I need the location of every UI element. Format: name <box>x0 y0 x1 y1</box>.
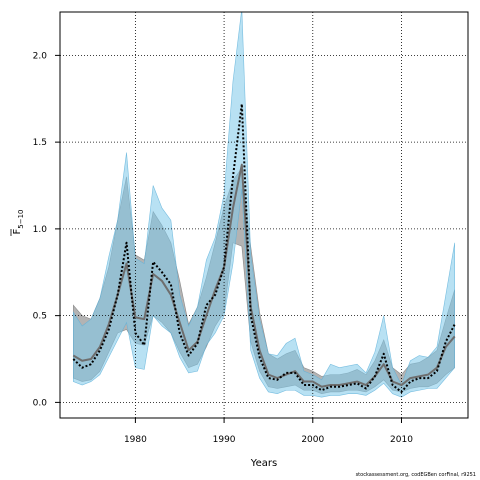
y-tick-label: 1.0 <box>33 225 48 235</box>
plot-frame <box>59 11 469 419</box>
uncertainty-bands <box>73 12 455 398</box>
y-axis-label: F5−10 <box>10 210 25 236</box>
x-tick-label: 2000 <box>301 435 324 445</box>
y-tick-label: 1.5 <box>33 138 47 148</box>
dotted-series-line <box>72 102 456 393</box>
x-tick-label: 2010 <box>390 435 413 445</box>
blue-uncertainty-band <box>73 12 455 398</box>
x-tick-label: 1990 <box>213 435 236 445</box>
y-axis-label-main: F <box>12 229 23 235</box>
y-axis-label-subscript: 5−10 <box>17 210 25 229</box>
credit-text: stockassessment.org, codEGBen corFinal, … <box>355 472 476 478</box>
y-tick-label: 2.0 <box>33 51 48 61</box>
x-axis-label: Years <box>250 458 277 469</box>
axes: 1980 1990 2000 2010 0.0 0.5 1.0 1.5 2.0 <box>33 51 414 445</box>
y-tick-label: 0.5 <box>33 312 47 322</box>
y-tick-label: 0.0 <box>33 398 48 408</box>
series-lines <box>72 102 456 393</box>
x-tick-label: 1980 <box>124 435 147 445</box>
grid-lines <box>60 12 468 418</box>
gray-series-line <box>72 163 456 388</box>
svg-text:F5−10: F5−10 <box>12 210 25 235</box>
